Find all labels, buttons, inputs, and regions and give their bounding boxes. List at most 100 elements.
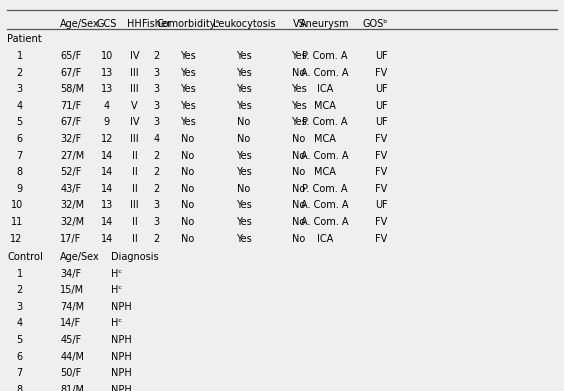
- Text: No: No: [181, 151, 195, 161]
- Text: III: III: [130, 84, 139, 94]
- Text: 71/F: 71/F: [60, 101, 82, 111]
- Text: 2: 2: [154, 51, 160, 61]
- Text: FV: FV: [375, 234, 387, 244]
- Text: 5: 5: [16, 335, 23, 345]
- Text: 2: 2: [154, 167, 160, 177]
- Text: Hᶜ: Hᶜ: [111, 318, 122, 328]
- Text: No: No: [292, 184, 306, 194]
- Text: 67/F: 67/F: [60, 68, 82, 77]
- Text: 15/M: 15/M: [60, 285, 85, 295]
- Text: Yes: Yes: [236, 151, 252, 161]
- Text: No: No: [181, 134, 195, 144]
- Text: 8: 8: [16, 385, 23, 391]
- Text: 12: 12: [101, 134, 113, 144]
- Text: 14: 14: [101, 151, 113, 161]
- Text: NPH: NPH: [111, 302, 132, 312]
- Text: UF: UF: [374, 101, 387, 111]
- Text: 50/F: 50/F: [60, 368, 82, 378]
- Text: IV: IV: [130, 51, 139, 61]
- Text: Yes: Yes: [180, 51, 196, 61]
- Text: 4: 4: [104, 101, 110, 111]
- Text: II: II: [131, 151, 137, 161]
- Text: A. Com. A: A. Com. A: [301, 151, 349, 161]
- Text: Yes: Yes: [236, 101, 252, 111]
- Text: P. Com. A: P. Com. A: [302, 117, 347, 127]
- Text: 14: 14: [101, 184, 113, 194]
- Text: No: No: [292, 134, 306, 144]
- Text: II: II: [131, 184, 137, 194]
- Text: FV: FV: [375, 68, 387, 77]
- Text: 11: 11: [11, 217, 23, 227]
- Text: Hᶜ: Hᶜ: [111, 285, 122, 295]
- Text: A. Com. A: A. Com. A: [301, 201, 349, 210]
- Text: 67/F: 67/F: [60, 117, 82, 127]
- Text: No: No: [181, 217, 195, 227]
- Text: NPH: NPH: [111, 385, 132, 391]
- Text: FV: FV: [375, 217, 387, 227]
- Text: 3: 3: [154, 201, 160, 210]
- Text: UF: UF: [374, 84, 387, 94]
- Text: Patient: Patient: [7, 34, 42, 44]
- Text: Yes: Yes: [291, 84, 307, 94]
- Text: II: II: [131, 217, 137, 227]
- Text: 2: 2: [154, 151, 160, 161]
- Text: 13: 13: [101, 84, 113, 94]
- Text: No: No: [292, 217, 306, 227]
- Text: 17/F: 17/F: [60, 234, 82, 244]
- Text: FV: FV: [375, 151, 387, 161]
- Text: 5: 5: [16, 117, 23, 127]
- Text: No: No: [292, 201, 306, 210]
- Text: ICA: ICA: [316, 84, 333, 94]
- Text: Yes: Yes: [180, 117, 196, 127]
- Text: Yes: Yes: [180, 68, 196, 77]
- Text: UF: UF: [374, 117, 387, 127]
- Text: 9: 9: [16, 184, 23, 194]
- Text: Yes: Yes: [236, 234, 252, 244]
- Text: 2: 2: [16, 285, 23, 295]
- Text: No: No: [292, 234, 306, 244]
- Text: III: III: [130, 201, 139, 210]
- Text: NPH: NPH: [111, 368, 132, 378]
- Text: 10: 10: [11, 201, 23, 210]
- Text: 6: 6: [16, 134, 23, 144]
- Text: ICA: ICA: [316, 234, 333, 244]
- Text: 58/M: 58/M: [60, 84, 85, 94]
- Text: Yes: Yes: [236, 51, 252, 61]
- Text: No: No: [237, 134, 250, 144]
- Text: Fisher: Fisher: [142, 19, 171, 29]
- Text: IV: IV: [130, 117, 139, 127]
- Text: 74/M: 74/M: [60, 302, 85, 312]
- Text: Comorbidityᵃ: Comorbidityᵃ: [156, 19, 219, 29]
- Text: No: No: [292, 151, 306, 161]
- Text: 3: 3: [154, 68, 160, 77]
- Text: 10: 10: [101, 51, 113, 61]
- Text: No: No: [181, 167, 195, 177]
- Text: FV: FV: [375, 184, 387, 194]
- Text: 3: 3: [154, 217, 160, 227]
- Text: UF: UF: [374, 51, 387, 61]
- Text: 43/F: 43/F: [60, 184, 81, 194]
- Text: 2: 2: [16, 68, 23, 77]
- Text: Leukocytosis: Leukocytosis: [213, 19, 275, 29]
- Text: 2: 2: [154, 234, 160, 244]
- Text: 3: 3: [16, 302, 23, 312]
- Text: No: No: [237, 117, 250, 127]
- Text: UF: UF: [374, 201, 387, 210]
- Text: Age/Sex: Age/Sex: [60, 252, 100, 262]
- Text: 45/F: 45/F: [60, 335, 82, 345]
- Text: MCA: MCA: [314, 101, 336, 111]
- Text: No: No: [181, 184, 195, 194]
- Text: Hᶜ: Hᶜ: [111, 269, 122, 278]
- Text: No: No: [181, 234, 195, 244]
- Text: P. Com. A: P. Com. A: [302, 51, 347, 61]
- Text: 44/M: 44/M: [60, 352, 84, 362]
- Text: 6: 6: [16, 352, 23, 362]
- Text: 34/F: 34/F: [60, 269, 81, 278]
- Text: Yes: Yes: [180, 84, 196, 94]
- Text: 13: 13: [101, 68, 113, 77]
- Text: III: III: [130, 134, 139, 144]
- Text: 81/M: 81/M: [60, 385, 84, 391]
- Text: MCA: MCA: [314, 134, 336, 144]
- Text: Age/Sex: Age/Sex: [60, 19, 100, 29]
- Text: 12: 12: [10, 234, 23, 244]
